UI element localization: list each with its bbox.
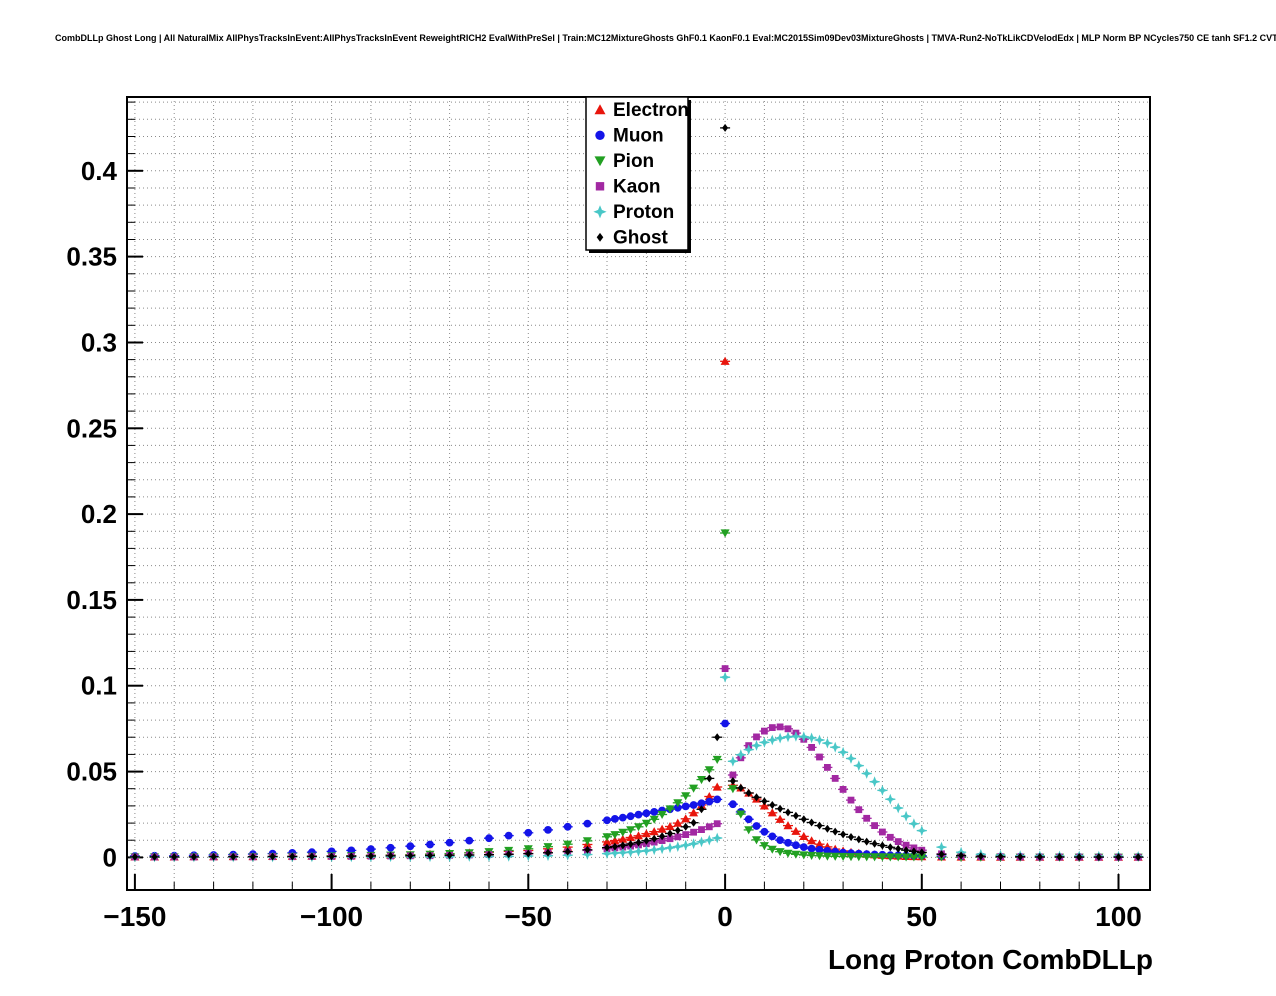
svg-text:Proton: Proton bbox=[613, 202, 674, 223]
svg-text:Ghost: Ghost bbox=[613, 227, 669, 248]
svg-text:Muon: Muon bbox=[613, 125, 664, 146]
svg-text:Electron: Electron bbox=[613, 100, 689, 121]
svg-text:Pion: Pion bbox=[613, 151, 654, 172]
svg-text:−50: −50 bbox=[505, 901, 553, 932]
svg-text:0.3: 0.3 bbox=[81, 328, 117, 358]
plot-title: CombDLLp Ghost Long | All NaturalMix All… bbox=[55, 33, 1276, 43]
svg-text:0: 0 bbox=[717, 901, 733, 932]
svg-text:Kaon: Kaon bbox=[613, 176, 661, 197]
svg-text:100: 100 bbox=[1095, 901, 1142, 932]
svg-text:0: 0 bbox=[103, 842, 117, 872]
svg-text:0.25: 0.25 bbox=[66, 413, 117, 443]
svg-text:0.1: 0.1 bbox=[81, 671, 117, 701]
svg-text:−100: −100 bbox=[300, 901, 363, 932]
svg-text:0.4: 0.4 bbox=[81, 156, 118, 186]
svg-text:0.2: 0.2 bbox=[81, 499, 117, 529]
svg-text:0.15: 0.15 bbox=[66, 585, 117, 615]
svg-text:−150: −150 bbox=[103, 901, 166, 932]
svg-text:0.05: 0.05 bbox=[66, 757, 117, 787]
x-axis-title: Long Proton CombDLLp bbox=[827, 944, 1153, 975]
svg-text:0.35: 0.35 bbox=[66, 242, 117, 272]
svg-text:50: 50 bbox=[906, 901, 937, 932]
